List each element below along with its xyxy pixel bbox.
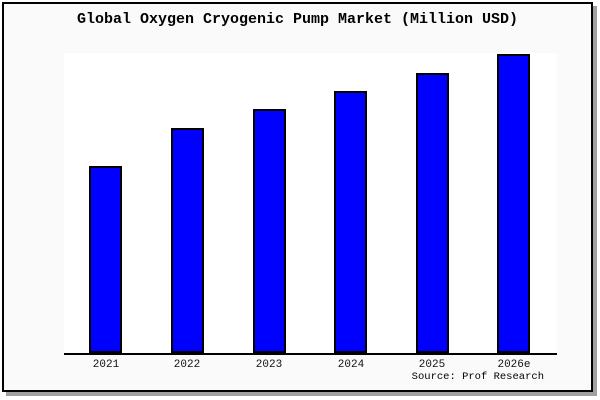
x-tick-2022: 2022	[173, 359, 201, 371]
x-tick-2024: 2024	[337, 359, 365, 371]
chart-frame: Global Oxygen Cryogenic Pump Market (Mil…	[2, 2, 593, 392]
bar-2022	[171, 128, 204, 353]
x-axis-labels: 2021 2022 2023 2024 2025 2026e	[64, 359, 557, 373]
bar-2024	[334, 91, 367, 353]
x-tick-2023: 2023	[255, 359, 283, 371]
plot-area	[64, 53, 557, 355]
x-tick-2026e: 2026e	[497, 359, 531, 371]
bar-2025	[416, 73, 449, 353]
chart-title: Global Oxygen Cryogenic Pump Market (Mil…	[76, 11, 519, 28]
bar-2021	[89, 166, 122, 353]
x-tick-2021: 2021	[92, 359, 120, 371]
bar-2023	[253, 109, 286, 353]
source-note: Source: Prof Research	[411, 371, 544, 383]
x-tick-2025: 2025	[418, 359, 446, 371]
bar-2026e	[497, 54, 530, 353]
